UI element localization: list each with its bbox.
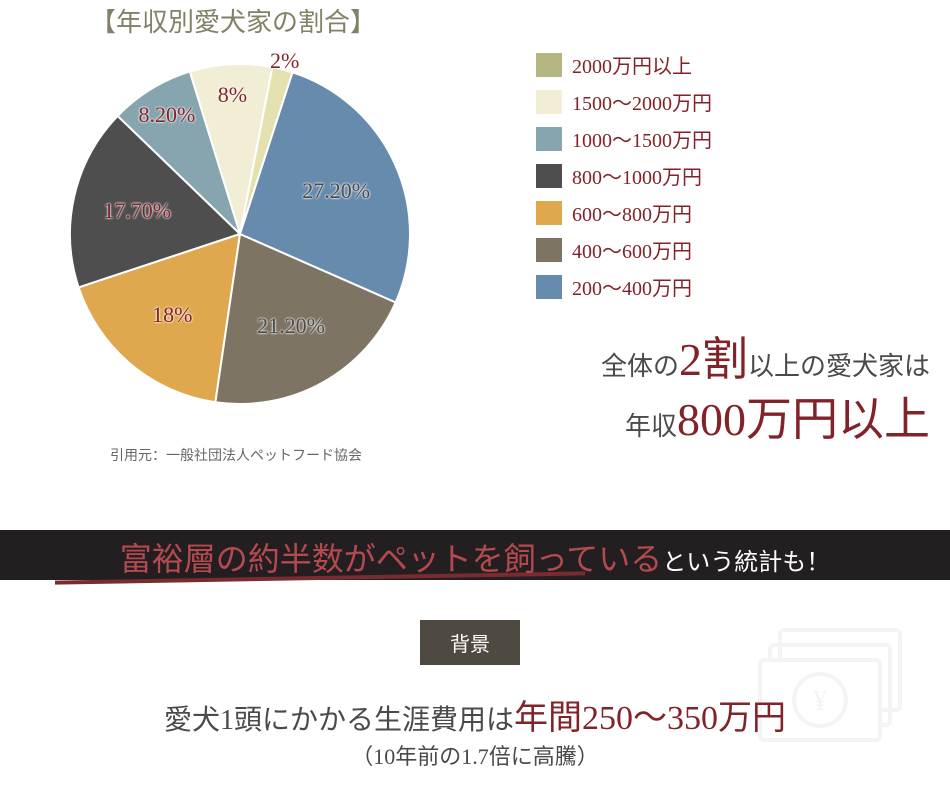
cost-em: 年間250〜350万円 xyxy=(514,700,786,737)
stat-tail: という統計も！ xyxy=(662,550,830,576)
headline-pre2: 年収 xyxy=(625,412,677,441)
cost-sub: （10年前の1.7倍に高騰） xyxy=(0,739,950,771)
legend-swatch xyxy=(536,275,562,299)
legend: 2000万円以上 1500〜2000万円 1000〜1500万円 800〜1000万円… xyxy=(536,50,712,309)
legend-swatch xyxy=(536,53,562,77)
legend-swatch xyxy=(536,238,562,262)
pie-chart: 2% 8% 8.20% 17.70% 18% 21.20% 27.20% xyxy=(30,34,450,434)
section-badge: 背景 xyxy=(420,620,520,665)
legend-label: 200〜400万円 xyxy=(572,272,692,301)
legend-item: 800〜1000万円 xyxy=(536,161,712,190)
headline-pre1: 全体の xyxy=(601,352,679,381)
legend-item: 2000万円以上 xyxy=(536,50,712,79)
legend-label: 600〜800万円 xyxy=(572,198,692,227)
legend-item: 1500〜2000万円 xyxy=(536,87,712,116)
stat-line: 富裕層の約半数がペットを飼っているという統計も！ xyxy=(0,534,950,580)
legend-item: 600〜800万円 xyxy=(536,198,712,227)
legend-label: 400〜600万円 xyxy=(572,235,692,264)
pie-slice-label: 8.20% xyxy=(138,102,195,128)
legend-swatch xyxy=(536,90,562,114)
legend-item: 1000〜1500万円 xyxy=(536,124,712,153)
headline-big1: 2割 xyxy=(679,334,748,385)
headline-post1: 以上の愛犬家は xyxy=(748,352,930,381)
headline: 全体の2割以上の愛犬家は 年収800万円以上 xyxy=(470,330,930,450)
legend-swatch xyxy=(536,201,562,225)
pie-svg xyxy=(60,54,420,414)
legend-swatch xyxy=(536,127,562,151)
cost-pre: 愛犬1頭にかかる生涯費用は xyxy=(164,705,514,736)
stat-main: 富裕層の約半数がペットを飼っている xyxy=(120,541,662,577)
pie-slice-label: 17.70% xyxy=(103,198,171,224)
legend-label: 1000〜1500万円 xyxy=(572,124,712,153)
pie-slice-label: 21.20% xyxy=(257,313,325,339)
headline-big2: 800万円以上 xyxy=(677,394,930,445)
legend-swatch xyxy=(536,164,562,188)
legend-item: 200〜400万円 xyxy=(536,272,712,301)
legend-label: 1500〜2000万円 xyxy=(572,87,712,116)
pie-slice-label: 2% xyxy=(270,48,299,74)
legend-item: 400〜600万円 xyxy=(536,235,712,264)
pie-slice-label: 18% xyxy=(152,302,192,328)
legend-label: 2000万円以上 xyxy=(572,50,692,79)
legend-label: 800〜1000万円 xyxy=(572,161,702,190)
cost-line: 愛犬1頭にかかる生涯費用は年間250〜350万円 （10年前の1.7倍に高騰） xyxy=(0,690,950,771)
chart-source: 引用元：一般社団法人ペットフード協会 xyxy=(110,445,362,465)
pie-slice-label: 27.20% xyxy=(302,178,370,204)
pie-slice-label: 8% xyxy=(218,82,247,108)
